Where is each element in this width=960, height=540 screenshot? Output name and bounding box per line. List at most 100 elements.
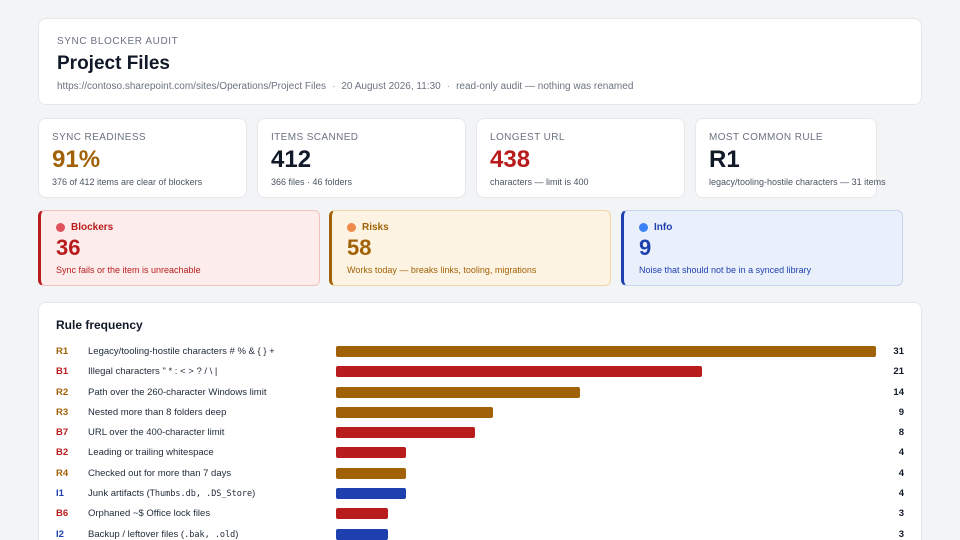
stat-card-longest-url: LONGEST URL 438 characters — limit is 40… — [476, 118, 685, 198]
blocker-dot-icon — [56, 223, 65, 232]
rule-count: 3 — [898, 508, 904, 520]
severity-count: 58 — [347, 235, 372, 260]
rule-bar-track — [336, 488, 876, 500]
rule-code: R2 — [56, 386, 69, 398]
severity-description: Sync fails or the item is unreachable — [56, 265, 201, 275]
page-title: Project Files — [57, 53, 170, 74]
rule-bar-track — [336, 406, 876, 418]
stat-value: 91% — [52, 146, 101, 173]
rule-label: Nested more than 8 folders deep — [88, 406, 227, 418]
stat-card-most-common-rule: MOST COMMON RULE R1 legacy/tooling-hosti… — [695, 118, 886, 198]
rule-count: 3 — [898, 528, 904, 540]
rule-bar — [336, 386, 580, 398]
rule-code: R3 — [56, 406, 69, 418]
page-eyebrow: SYNC BLOCKER AUDIT — [57, 36, 179, 47]
audit-timestamp: 20 August 2026, 11:30 — [341, 81, 441, 92]
rule-label-filenames: Thumbs.db, .DS_Store — [149, 489, 253, 500]
rule-bar — [336, 488, 406, 500]
stat-card-items-scanned: ITEMS SCANNED 412 366 files · 46 folders — [257, 118, 466, 198]
rule-label: Illegal characters " * : < > ? / \ | — [88, 366, 218, 378]
rule-bar-track — [336, 386, 876, 398]
stat-label: MOST COMMON RULE — [709, 132, 823, 143]
rule-count: 14 — [893, 386, 904, 398]
rule-bar — [336, 346, 876, 357]
severity-label: Info — [654, 222, 673, 233]
rule-label: Backup / leftover files (.bak, .old) — [88, 529, 238, 540]
severity-label: Risks — [362, 222, 389, 233]
rule-code: I1 — [56, 488, 64, 500]
audit-meta: https://contoso.sharepoint.com/sites/Ope… — [57, 81, 903, 92]
rule-count: 4 — [898, 447, 904, 459]
rule-row-r3[interactable]: R3 Nested more than 8 folders deep 9 — [56, 406, 904, 427]
severity-label: Blockers — [71, 222, 114, 233]
rule-row-b6[interactable]: B6 Orphaned ~$ Office lock files 3 — [56, 508, 904, 528]
rule-count: 4 — [898, 488, 904, 500]
rule-label-filenames: .bak, .old — [184, 529, 236, 540]
stat-value: 412 — [271, 146, 312, 173]
rule-code: B6 — [56, 508, 69, 520]
rule-label: Orphaned ~$ Office lock files — [88, 508, 211, 520]
rule-count: 8 — [898, 427, 904, 439]
rule-bar-track — [336, 467, 876, 479]
info-dot-icon — [639, 223, 648, 232]
stat-subtext: characters — limit is 400 — [490, 177, 589, 187]
severity-card-info[interactable]: Info 9 Noise that should not be in a syn… — [621, 210, 903, 286]
rule-label: Leading or trailing whitespace — [88, 447, 214, 459]
severity-header: Blockers — [56, 222, 305, 233]
library-url: https://contoso.sharepoint.com/sites/Ope… — [57, 81, 327, 92]
rule-bar-track — [336, 528, 876, 540]
severity-card-blockers[interactable]: Blockers 36 Sync fails or the item is un… — [38, 210, 320, 286]
stat-subtext: legacy/tooling-hostile characters — 31 i… — [709, 177, 886, 187]
rule-label-text: ) — [235, 528, 239, 540]
rule-bar — [336, 427, 476, 439]
severity-card-risks[interactable]: Risks 58 Works today — breaks links, too… — [329, 210, 611, 286]
section-title: Rule frequency — [56, 318, 143, 332]
rule-label: Path over the 260-character Windows limi… — [88, 386, 267, 398]
stat-label: ITEMS SCANNED — [271, 132, 359, 143]
rule-list: R1 Legacy/tooling-hostile characters # % … — [56, 346, 904, 540]
rule-code: I2 — [56, 528, 64, 540]
rule-row-r4[interactable]: R4 Checked out for more than 7 days 4 — [56, 467, 904, 488]
rule-row-r1[interactable]: R1 Legacy/tooling-hostile characters # % … — [56, 346, 904, 366]
audit-header: SYNC BLOCKER AUDIT Project Files https:/… — [38, 18, 922, 105]
rule-bar — [336, 406, 493, 418]
meta-separator: · — [332, 81, 336, 92]
rule-label: Checked out for more than 7 days — [88, 467, 232, 479]
rule-code: B7 — [56, 427, 69, 439]
stat-value: 438 — [490, 146, 531, 173]
rule-row-b7[interactable]: B7 URL over the 400-character limit 8 — [56, 427, 904, 447]
rule-bar-track — [336, 366, 876, 378]
rule-bar — [336, 366, 702, 378]
rule-count: 4 — [898, 467, 904, 479]
audit-note: read-only audit — nothing was renamed — [456, 81, 634, 92]
severity-count: 36 — [56, 235, 81, 260]
rule-row-r2[interactable]: R2 Path over the 260-character Windows li… — [56, 386, 904, 407]
rule-label: URL over the 400-character limit — [88, 427, 225, 439]
stat-subtext: 376 of 412 items are clear of blockers — [52, 177, 203, 187]
stat-label: SYNC READINESS — [52, 132, 146, 143]
severity-description: Noise that should not be in a synced lib… — [639, 265, 812, 275]
rule-count: 21 — [893, 366, 904, 378]
rule-row-i1[interactable]: I1 Junk artifacts (Thumbs.db, .DS_Store) 4 — [56, 488, 904, 508]
rule-count: 9 — [898, 406, 904, 418]
rule-frequency-panel: Rule frequency R1 Legacy/tooling-hostile … — [38, 302, 922, 540]
rule-row-b2[interactable]: B2 Leading or trailing whitespace 4 — [56, 447, 904, 467]
stat-subtext: 366 files · 46 folders — [271, 177, 353, 187]
rule-bar-track — [336, 508, 876, 520]
rule-label: Junk artifacts (Thumbs.db, .DS_Store) — [88, 488, 255, 500]
rule-label-text: Backup / leftover files ( — [88, 528, 185, 540]
rule-label: Legacy/tooling-hostile characters # % & … — [88, 346, 275, 357]
severity-description: Works today — breaks links, tooling, mig… — [347, 265, 537, 275]
rule-label-text: ) — [252, 488, 256, 500]
severity-header: Risks — [347, 222, 596, 233]
rule-bar — [336, 508, 389, 520]
rule-code: B1 — [56, 366, 69, 378]
stat-card-sync-readiness: SYNC READINESS 91% 376 of 412 items are … — [38, 118, 247, 198]
rule-row-i2[interactable]: I2 Backup / leftover files (.bak, .old) 3 — [56, 528, 904, 540]
meta-separator: · — [446, 81, 451, 92]
risk-dot-icon — [347, 223, 356, 232]
rule-bar — [336, 467, 406, 479]
rule-row-b1[interactable]: B1 Illegal characters " * : < > ? / \ | 21 — [56, 366, 904, 386]
rule-label-text: Junk artifacts ( — [88, 488, 150, 500]
rule-count: 31 — [893, 346, 904, 357]
